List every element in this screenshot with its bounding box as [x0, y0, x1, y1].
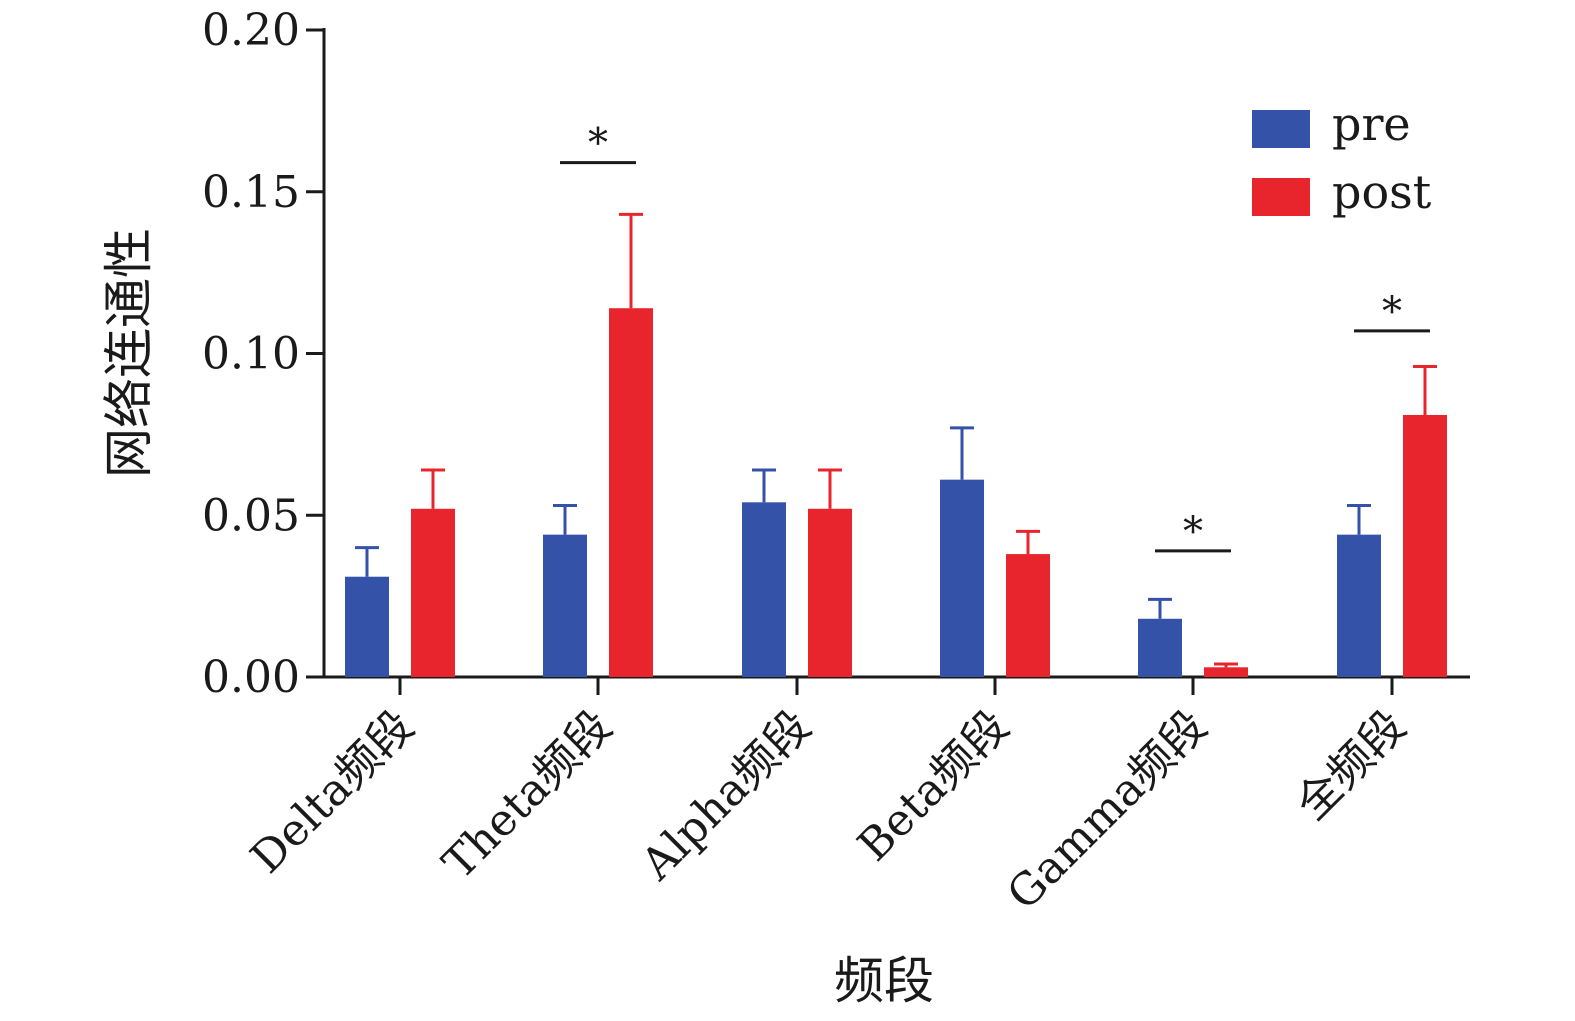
- x-tick-label: Beta频段: [848, 701, 1019, 872]
- y-tick-label: 0.05: [202, 490, 300, 541]
- legend-label-pre: pre: [1332, 97, 1411, 151]
- bar-pre: [1337, 534, 1381, 677]
- legend-swatch-post: [1252, 178, 1310, 216]
- y-tick-label: 0.00: [202, 652, 300, 703]
- legend-swatch-pre: [1252, 110, 1310, 148]
- y-tick-label: 0.15: [202, 167, 300, 218]
- bar-pre: [345, 576, 389, 677]
- bar-pre: [1138, 618, 1182, 677]
- bar-post: [1006, 554, 1050, 677]
- bar-post: [609, 308, 653, 677]
- bar-pre: [543, 534, 587, 677]
- legend-label-post: post: [1332, 165, 1432, 219]
- bar-post: [1403, 414, 1447, 677]
- y-tick-label: 0.20: [202, 5, 300, 56]
- x-tick-label: 全频段: [1286, 701, 1415, 830]
- legend: pre post: [1252, 97, 1432, 219]
- x-tick-label: Theta频段: [433, 701, 622, 890]
- bar-post: [411, 508, 455, 677]
- bar-pre: [940, 479, 984, 677]
- bar-pre: [742, 502, 786, 677]
- x-tick-label: Gamma频段: [998, 701, 1217, 920]
- significance-star: *: [1382, 289, 1402, 335]
- x-axis-title: 频段: [834, 952, 934, 1010]
- x-tick-label: Delta频段: [241, 701, 424, 884]
- significance-star: *: [588, 121, 608, 167]
- y-tick-label: 0.10: [202, 329, 300, 380]
- plot-area: 0.00 0.05 0.10 0.15 0.20 Delta频段 Theta频段 Alpha频…: [202, 5, 1470, 920]
- bar-post: [1204, 667, 1248, 677]
- bar-post: [808, 508, 852, 677]
- y-axis-title: 网络连通性: [100, 228, 158, 478]
- x-tick-label: Alpha频段: [631, 701, 821, 891]
- significance-star: *: [1183, 509, 1203, 555]
